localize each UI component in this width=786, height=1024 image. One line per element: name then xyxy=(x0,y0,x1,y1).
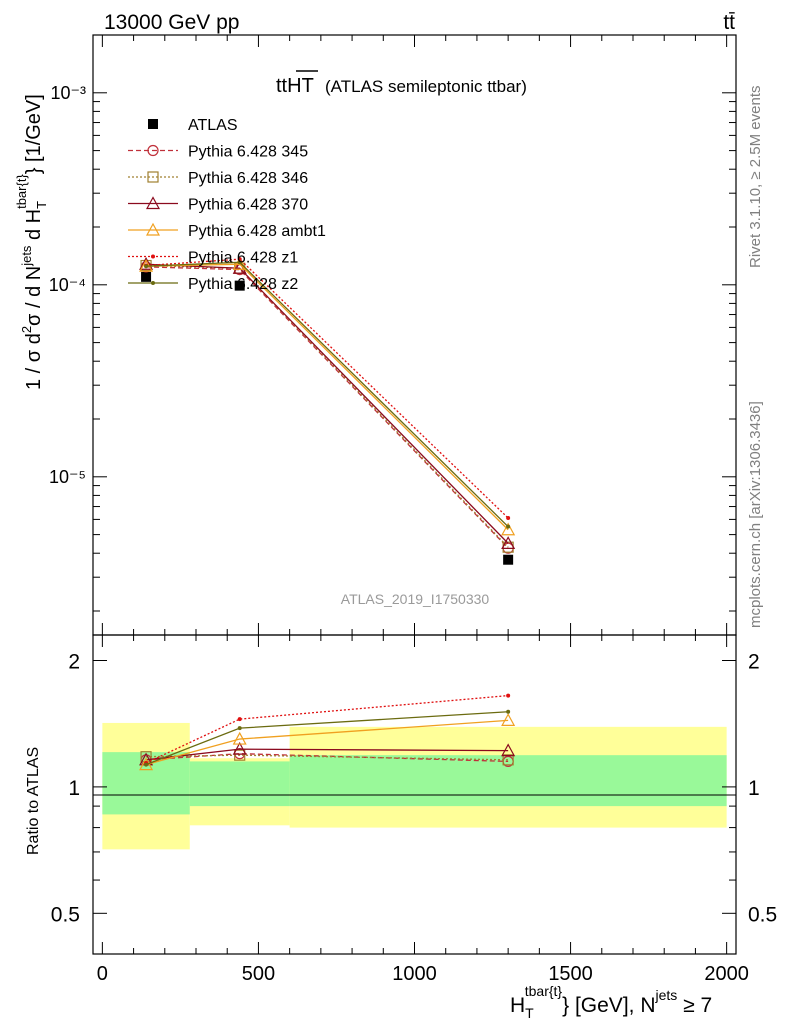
main-series-line xyxy=(146,263,509,544)
y-tick-label: 10⁻⁵ xyxy=(49,467,86,487)
main-y-axis-label: 1 / σ d2σ / d Njets d HTtbar{t}} [1/GeV] xyxy=(14,94,49,390)
main-series-line xyxy=(146,266,509,549)
ratio-y-tick-label-left: 0.5 xyxy=(51,903,80,926)
ratio-series-5 xyxy=(144,709,511,767)
axis-ticks xyxy=(93,34,736,955)
main-data-point xyxy=(232,256,247,270)
ratio-data-point xyxy=(501,713,516,726)
header-left: 13000 GeV pp xyxy=(104,11,239,34)
plot-title-suffix: (ATLAS semileptonic ttbar) xyxy=(325,77,527,96)
ratio-series-line xyxy=(145,719,509,766)
legend-marker xyxy=(151,254,155,259)
ratio-band-green-1 xyxy=(189,761,290,807)
ratio-series-layer xyxy=(139,693,516,771)
main-series-1 xyxy=(140,261,514,554)
main-data-point xyxy=(237,257,242,262)
legend-entry-1: Pythia 6.428 345 xyxy=(128,144,308,161)
main-data-point xyxy=(506,516,511,521)
ratio-data-point xyxy=(234,749,246,761)
legend-marker xyxy=(147,171,159,183)
x-tick-label: 0 xyxy=(97,963,108,985)
main-data-point xyxy=(237,260,242,265)
legend-marker xyxy=(145,196,161,210)
legend-marker xyxy=(145,222,161,236)
ratio-data-point xyxy=(506,693,511,698)
ratio-data-point xyxy=(232,731,247,745)
legend-label: Pythia 6.428 346 xyxy=(188,170,308,187)
analysis-label: ATLAS_2019_I1750330 xyxy=(341,591,490,607)
legend-label: Pythia 6.428 345 xyxy=(188,144,308,161)
ratio-y-tick-label-left: 1 xyxy=(68,777,80,800)
svg-text:1 / σ d2σ / d Njets d HTtbar{t: 1 / σ d2σ / d Njets d HTtbar{t}} [1/GeV] xyxy=(14,94,49,390)
svg-text:ttHT: ttHT xyxy=(276,75,314,97)
legend-entry-2: Pythia 6.428 346 xyxy=(128,170,308,187)
ratio-y-axis-label: Ratio to ATLAS xyxy=(25,747,42,855)
plot-title: ttHT (ATLAS semileptonic ttbar) xyxy=(276,70,527,97)
main-series-0 xyxy=(141,271,514,565)
ratio-data-point xyxy=(501,743,516,757)
plot-title-overlined: HT xyxy=(287,75,314,97)
ratio-band-green-2 xyxy=(289,755,727,807)
ratio-data-point xyxy=(506,709,511,714)
legend-entry-5: Pythia 6.428 z1 xyxy=(128,250,298,267)
x-axis-label: HTtbar{t}} [GeV], Njets ≥ 7 xyxy=(510,983,712,1021)
main-series-2 xyxy=(140,259,514,553)
ratio-y-tick-label-left: 2 xyxy=(68,650,80,673)
legend-entry-4: Pythia 6.428 ambt1 xyxy=(128,222,326,240)
main-series-3 xyxy=(139,256,516,549)
legend-label: ATLAS xyxy=(188,117,238,134)
ratio-y-tick-label-right: 1 xyxy=(748,777,760,800)
ratio-data-point xyxy=(237,726,242,731)
x-tick-label: 1000 xyxy=(392,963,437,985)
main-data-point xyxy=(506,524,511,529)
ratio-data-point xyxy=(237,717,242,722)
legend-entry-3: Pythia 6.428 370 xyxy=(128,196,308,214)
ratio-y-tick-label-right: 0.5 xyxy=(748,903,777,926)
header-right: tt̄ xyxy=(723,11,735,34)
main-series-line xyxy=(146,264,509,548)
main-data-point xyxy=(503,554,514,565)
svg-text:HTtbar{t}} [GeV], Njets ≥ 7: HTtbar{t}} [GeV], Njets ≥ 7 xyxy=(510,983,712,1021)
y-tick-label: 10⁻⁴ xyxy=(49,275,86,295)
main-data-point xyxy=(139,256,154,270)
legend-marker xyxy=(148,119,158,129)
ratio-data-point xyxy=(502,754,514,766)
ratio-bands xyxy=(102,722,727,850)
main-series-layer xyxy=(139,256,516,565)
mcplots-label: mcplots.cern.ch [arXiv:1306.3436] xyxy=(747,401,764,628)
legend-entry-6: Pythia 6.428 z2 xyxy=(128,276,298,293)
x-tick-label: 1500 xyxy=(548,963,593,985)
main-data-point xyxy=(141,271,152,282)
legend-label: Pythia 6.428 z2 xyxy=(188,276,298,293)
main-data-point xyxy=(234,280,245,291)
ratio-y-tick-label-right: 2 xyxy=(748,650,760,673)
main-data-point xyxy=(501,536,516,549)
legend-marker xyxy=(151,281,155,285)
x-tick-label: 500 xyxy=(242,963,275,985)
legend-label: Pythia 6.428 ambt1 xyxy=(188,223,326,240)
legend-entry-0: ATLAS xyxy=(148,117,238,134)
x-tick-label: 2000 xyxy=(704,963,749,985)
legend-marker xyxy=(147,144,159,157)
main-series-5 xyxy=(144,257,511,521)
axis-tick-labels: 0 500 1000 1500 2000 10⁻⁵ 10⁻⁴ 10⁻³ 0.5 0.5 1 1 2 2 xyxy=(49,83,777,985)
main-series-4 xyxy=(139,256,516,536)
ratio-data-point xyxy=(144,762,149,767)
legend-label: Pythia 6.428 370 xyxy=(188,197,308,214)
ratio-data-point xyxy=(232,741,247,755)
main-data-point xyxy=(144,264,149,269)
rivet-label: Rivet 3.1.10, ≥ 2.5M events xyxy=(747,86,764,269)
ratio-series-line xyxy=(146,754,509,761)
main-series-line xyxy=(146,258,509,519)
plot-title-prefix: tt xyxy=(276,75,288,97)
main-series-6 xyxy=(144,260,511,529)
main-data-point xyxy=(501,522,516,536)
legend-label: Pythia 6.428 z1 xyxy=(188,250,298,267)
y-tick-label: 10⁻³ xyxy=(50,83,86,103)
legend: ATLAS Pythia 6.428 345 Pythia 6.428 346 Pyt… xyxy=(128,117,326,293)
